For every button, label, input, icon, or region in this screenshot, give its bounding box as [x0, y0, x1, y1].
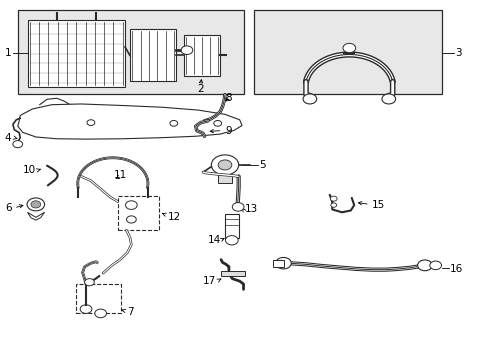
Text: 5: 5 — [259, 160, 265, 170]
Circle shape — [181, 46, 192, 54]
Text: 16: 16 — [449, 264, 463, 274]
Text: 14: 14 — [207, 235, 221, 245]
Circle shape — [31, 201, 41, 208]
Circle shape — [342, 43, 355, 53]
Circle shape — [417, 260, 431, 271]
Text: 11: 11 — [113, 170, 126, 180]
Text: 15: 15 — [371, 200, 385, 210]
Text: 17: 17 — [203, 276, 216, 286]
Circle shape — [218, 160, 231, 170]
Text: 4: 4 — [5, 133, 11, 143]
Text: 12: 12 — [167, 212, 181, 221]
Bar — [221, 271, 245, 276]
Text: 1: 1 — [5, 48, 11, 58]
Polygon shape — [27, 212, 44, 220]
Bar — [254, 10, 441, 94]
Text: 2: 2 — [197, 84, 203, 94]
Text: 8: 8 — [225, 93, 232, 103]
Circle shape — [80, 305, 92, 314]
Bar — [217, 175, 232, 183]
Bar — [272, 260, 284, 267]
Bar — [183, 35, 220, 76]
Text: 9: 9 — [224, 126, 231, 135]
Circle shape — [275, 257, 291, 269]
Bar — [118, 196, 159, 230]
Polygon shape — [18, 104, 242, 139]
Circle shape — [429, 261, 441, 270]
Text: 3: 3 — [455, 48, 461, 58]
Circle shape — [225, 235, 238, 245]
Circle shape — [95, 309, 106, 318]
Text: 7: 7 — [127, 307, 134, 317]
Bar — [130, 30, 176, 81]
Bar — [76, 284, 121, 314]
Text: 6: 6 — [5, 203, 11, 213]
Circle shape — [126, 216, 136, 223]
Circle shape — [330, 203, 336, 207]
Circle shape — [169, 121, 177, 126]
Bar — [27, 21, 125, 87]
Circle shape — [125, 201, 137, 210]
Bar — [224, 214, 238, 238]
Circle shape — [84, 279, 94, 286]
Circle shape — [303, 94, 316, 104]
Circle shape — [213, 121, 221, 126]
Circle shape — [211, 155, 238, 175]
Circle shape — [87, 120, 95, 126]
Circle shape — [381, 94, 395, 104]
Circle shape — [27, 198, 44, 211]
Circle shape — [232, 203, 244, 211]
Bar — [18, 10, 244, 94]
Circle shape — [13, 140, 22, 148]
Text: 13: 13 — [244, 204, 257, 215]
Text: 10: 10 — [22, 165, 36, 175]
Circle shape — [330, 196, 336, 201]
